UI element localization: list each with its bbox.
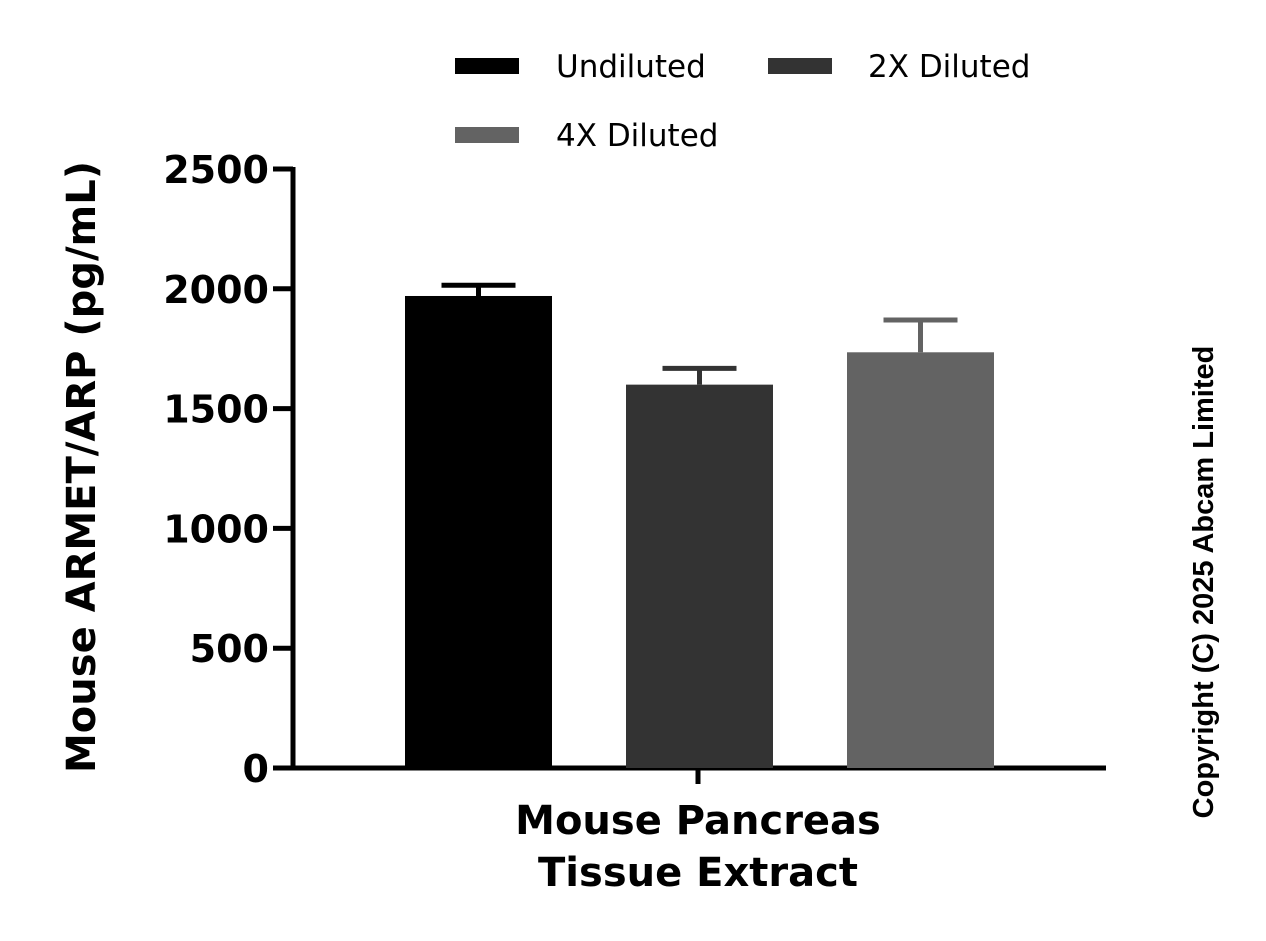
- legend-label: 4X Diluted: [556, 118, 718, 154]
- x-category-label-line: Mouse Pancreas: [515, 798, 881, 844]
- legend-swatch: [455, 58, 519, 74]
- y-axis-title: Mouse ARMET/ARP (pg/mL): [59, 161, 105, 773]
- bars: [405, 295, 994, 768]
- bar-4x-diluted: [847, 352, 994, 768]
- x-category-label-line: Tissue Extract: [538, 850, 858, 896]
- legend-swatch: [768, 58, 832, 74]
- y-tick-label: 1000: [163, 507, 269, 551]
- error-bars: [441, 282, 958, 385]
- legend-label: 2X Diluted: [868, 49, 1030, 85]
- legend-swatch: [455, 127, 519, 143]
- bar-2x-diluted: [626, 384, 773, 768]
- y-tick-label: 0: [243, 747, 269, 791]
- legend: Undiluted 2X Diluted 4X Diluted: [455, 49, 1030, 154]
- legend-label: Undiluted: [556, 49, 706, 85]
- y-tick-label: 2500: [163, 148, 269, 192]
- x-axis: [273, 765, 1106, 784]
- y-tick-label: 500: [190, 627, 269, 671]
- x-axis-title: Mouse Pancreas Tissue Extract: [515, 798, 881, 896]
- y-tick-label: 1500: [163, 388, 269, 432]
- copyright-notice: Copyright (C) 2025 Abcam Limited: [1188, 346, 1220, 819]
- bar-undiluted: [405, 295, 552, 768]
- y-tick-label: 2000: [163, 268, 269, 312]
- y-axis: 0 500 1000 1500 2000 2500: [163, 148, 296, 791]
